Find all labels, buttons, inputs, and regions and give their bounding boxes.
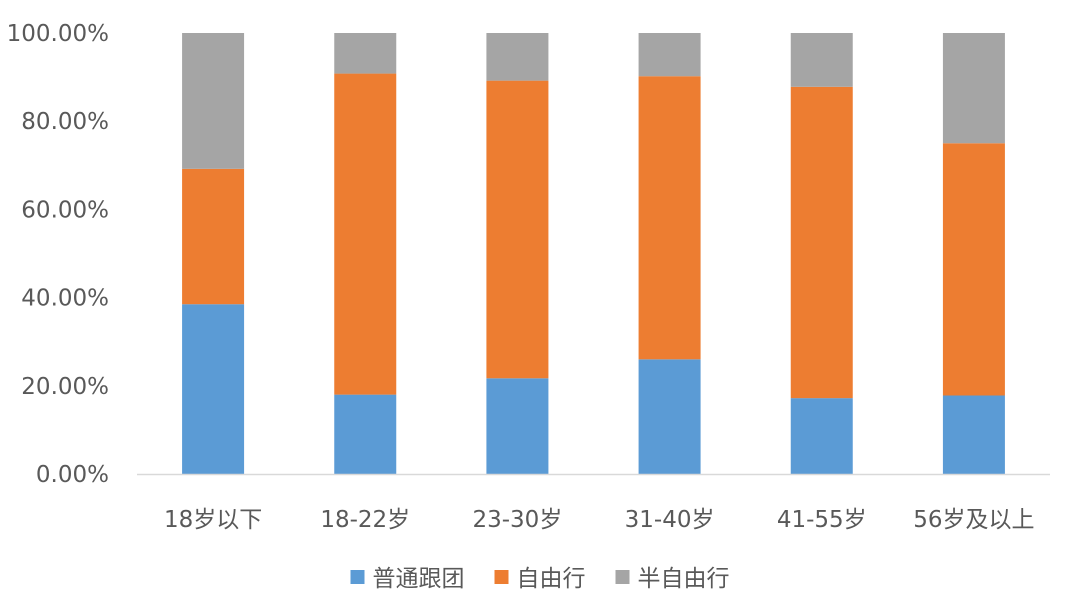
bar-segment-2-4 bbox=[638, 76, 701, 360]
bar-segment-1-3 bbox=[486, 378, 549, 474]
x-category-label: 31-40岁 bbox=[625, 507, 715, 533]
x-category-label: 18-22岁 bbox=[320, 507, 410, 533]
y-tick-label: 20.00% bbox=[21, 374, 109, 400]
bar-segment-3-3 bbox=[486, 33, 549, 81]
bar-segment-2-1 bbox=[182, 168, 245, 305]
bar-segment-2-2 bbox=[334, 73, 397, 395]
y-axis-tick-labels: 0.00% 20.00% 40.00% 60.00% 80.00% 100.00% bbox=[7, 21, 109, 488]
y-tick-label: 80.00% bbox=[21, 109, 109, 135]
bar-segment-1-6 bbox=[942, 395, 1005, 474]
bar-segment-3-4 bbox=[638, 33, 701, 77]
bar-segment-3-6 bbox=[942, 33, 1005, 144]
bar-segment-3-5 bbox=[790, 33, 853, 87]
legend-swatch bbox=[615, 570, 630, 584]
x-category-label: 23-30岁 bbox=[472, 507, 562, 533]
bar-segment-1-2 bbox=[334, 394, 397, 474]
legend-swatch bbox=[494, 570, 509, 584]
bar-segment-2-6 bbox=[942, 143, 1005, 396]
bar-segment-3-1 bbox=[182, 33, 245, 169]
bar-segment-2-3 bbox=[486, 80, 549, 379]
x-category-label: 41-55岁 bbox=[777, 507, 867, 533]
legend-label: 普通跟团 bbox=[373, 566, 465, 592]
x-category-label: 18岁以下 bbox=[164, 507, 262, 533]
y-tick-label: 0.00% bbox=[36, 462, 109, 488]
bar-segment-1-1 bbox=[182, 304, 245, 474]
x-axis-category-labels: 18岁以下 18-22岁 23-30岁 31-40岁 41-55岁 56岁及以上 bbox=[164, 507, 1035, 533]
legend-label: 半自由行 bbox=[638, 566, 730, 592]
x-category-label: 56岁及以上 bbox=[913, 507, 1034, 533]
legend-label: 自由行 bbox=[517, 566, 586, 592]
y-tick-label: 60.00% bbox=[21, 197, 109, 223]
y-tick-label: 100.00% bbox=[7, 21, 109, 47]
bar-stacks bbox=[182, 33, 1005, 474]
legend: 普通跟团 自由行 半自由行 bbox=[350, 566, 730, 592]
y-tick-label: 40.00% bbox=[21, 286, 109, 312]
bar-segment-3-2 bbox=[334, 33, 397, 74]
bar-segment-1-5 bbox=[790, 398, 853, 474]
legend-swatch bbox=[350, 570, 365, 584]
bar-segment-1-4 bbox=[638, 359, 701, 474]
bar-segment-2-5 bbox=[790, 86, 853, 399]
